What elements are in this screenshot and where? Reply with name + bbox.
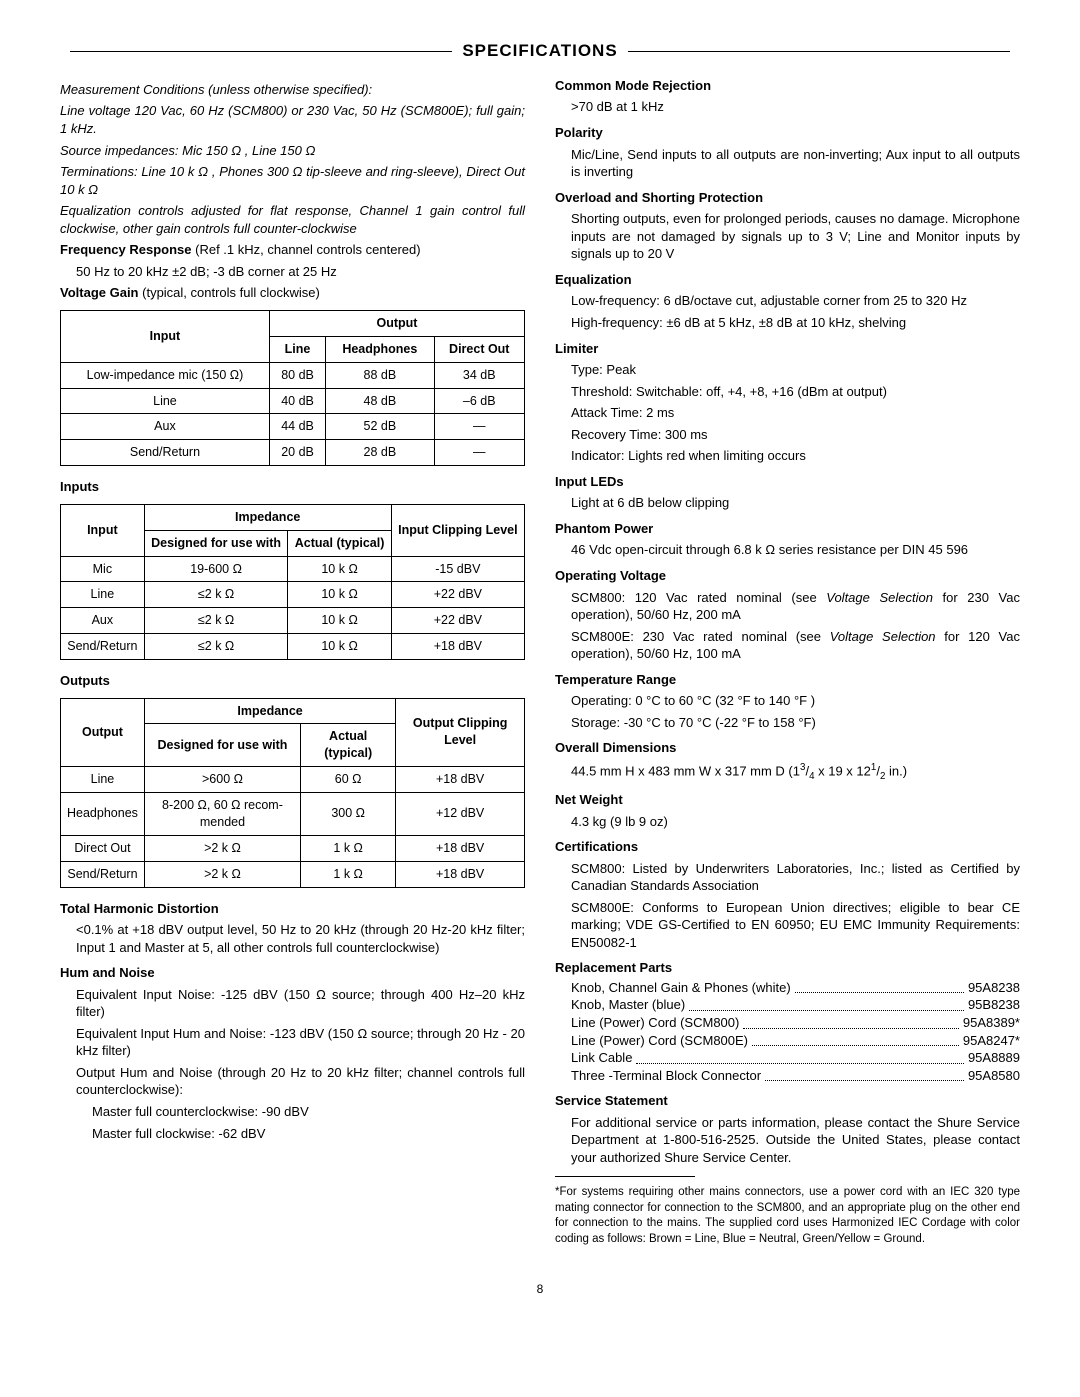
line-voltage: Line voltage 120 Vac, 60 Hz (SCM800) or …: [60, 102, 525, 137]
hum-4: Master full counterclockwise: -90 dBV: [92, 1103, 525, 1121]
parts-label: Replacement Parts: [555, 959, 1020, 977]
freq-resp: Frequency Response (Ref .1 kHz, channel …: [60, 241, 525, 259]
service-label: Service Statement: [555, 1092, 1020, 1110]
page-number: 8: [60, 1281, 1020, 1297]
hum-3: Output Hum and Noise (through 20 Hz to 2…: [76, 1064, 525, 1099]
eq-1: Low-frequency: 6 dB/octave cut, adjustab…: [571, 292, 1020, 310]
overload-val: Shorting outputs, even for prolonged per…: [571, 210, 1020, 263]
col-impedance: Impedance: [144, 504, 391, 530]
polarity-label: Polarity: [555, 124, 1020, 142]
source-imp: Source impedances: Mic 150 Ω , Line 150 …: [60, 142, 525, 160]
voltage-gain-table: Input Output Line Head­phones Direct Out…: [60, 310, 525, 466]
overload-label: Overload and Shorting Protection: [555, 189, 1020, 207]
weight-val: 4.3 kg (9 lb 9 oz): [571, 813, 1020, 831]
volt-gain: Voltage Gain (typical, controls full clo…: [60, 284, 525, 302]
table-row: Line>600 Ω60 Ω+18 dBV: [61, 767, 525, 793]
hum-5: Master full clockwise: -62 dBV: [92, 1125, 525, 1143]
opv-label: Operating Voltage: [555, 567, 1020, 585]
thd-val: <0.1% at +18 dBV output level, 50 Hz to …: [76, 921, 525, 956]
inputs-label: Inputs: [60, 478, 525, 496]
cert-1: SCM800: Listed by Underwriters Laborator…: [571, 860, 1020, 895]
phantom-val: 46 Vdc open-circuit through 6.8 k Ω seri…: [571, 541, 1020, 559]
limiter-3: Attack Time: 2 ms: [571, 404, 1020, 422]
limiter-1: Type: Peak: [571, 361, 1020, 379]
meas-cond: Measurement Conditions (unless otherwise…: [60, 81, 525, 99]
table-row: Low-impedance mic (150 Ω)80 dB88 dB34 dB: [61, 362, 525, 388]
eq-2: High-frequency: ±6 dB at 5 kHz, ±8 dB at…: [571, 314, 1020, 332]
col-output: Output: [61, 698, 145, 767]
table-row: Headphones8-200 Ω, 60 Ω recom­mended300 …: [61, 793, 525, 836]
col-input: Input: [61, 310, 270, 362]
table-row: Send/Return≤2 k Ω10 k Ω+18 dBV: [61, 634, 525, 660]
col-clipping: Input Clipping Level: [391, 504, 524, 556]
left-column: Measurement Conditions (unless otherwise…: [60, 77, 525, 1251]
polarity-val: Mic/Line, Send inputs to all outputs are…: [571, 146, 1020, 181]
col-output: Output: [269, 310, 524, 336]
parts-row: Link Cable95A8889: [571, 1049, 1020, 1067]
table-row: Line≤2 k Ω10 k Ω+22 dBV: [61, 582, 525, 608]
eq-label: Equalization: [555, 271, 1020, 289]
opv-2: SCM800E: 230 Vac rated nominal (see Volt…: [571, 628, 1020, 663]
inputs-table: Input Impedance Input Clipping Level Des…: [60, 504, 525, 660]
col-actual: Actual (typical): [288, 530, 391, 556]
table-row: Line40 dB48 dB–6 dB: [61, 388, 525, 414]
parts-list: Knob, Channel Gain & Phones (white)95A82…: [571, 979, 1020, 1084]
parts-row: Line (Power) Cord (SCM800E)95A8247*: [571, 1032, 1020, 1050]
col-designed: Designed for use with: [144, 724, 300, 767]
outputs-label: Outputs: [60, 672, 525, 690]
limiter-4: Recovery Time: 300 ms: [571, 426, 1020, 444]
hum-1: Equivalent Input Noise: -125 dBV (150 Ω …: [76, 986, 525, 1021]
table-row: Aux≤2 k Ω10 k Ω+22 dBV: [61, 608, 525, 634]
dim-val: 44.5 mm H x 483 mm W x 317 mm D (13/4 x …: [571, 761, 1020, 783]
col-input: Input: [61, 504, 145, 556]
col-line: Line: [269, 336, 325, 362]
leds-val: Light at 6 dB below clipping: [571, 494, 1020, 512]
parts-row: Line (Power) Cord (SCM800)95A8389*: [571, 1014, 1020, 1032]
page-title: SPECIFICATIONS: [60, 40, 1020, 63]
table-row: Aux44 dB52 dB—: [61, 414, 525, 440]
col-impedance: Impedance: [144, 698, 395, 724]
col-clipping: Output Clipping Level: [396, 698, 525, 767]
temp-1: Operating: 0 °C to 60 °C (32 °F to 140 °…: [571, 692, 1020, 710]
cert-label: Certifications: [555, 838, 1020, 856]
col-directout: Direct Out: [434, 336, 524, 362]
hum-label: Hum and Noise: [60, 964, 525, 982]
parts-row: Knob, Channel Gain & Phones (white)95A82…: [571, 979, 1020, 997]
cmr-val: >70 dB at 1 kHz: [571, 98, 1020, 116]
limiter-2: Threshold: Switchable: off, +4, +8, +16 …: [571, 383, 1020, 401]
limiter-5: Indicator: Lights red when limiting occu…: [571, 447, 1020, 465]
freq-resp-val: 50 Hz to 20 kHz ±2 dB; -3 dB corner at 2…: [76, 263, 525, 281]
outputs-table: Output Impedance Output Clipping Level D…: [60, 698, 525, 888]
col-headphones: Head­phones: [326, 336, 434, 362]
eq-controls: Equalization controls adjusted for flat …: [60, 202, 525, 237]
table-row: Mic19-600 Ω10 k Ω-15 dBV: [61, 556, 525, 582]
phantom-label: Phantom Power: [555, 520, 1020, 538]
table-row: Send/Return20 dB28 dB—: [61, 440, 525, 466]
right-column: Common Mode Rejection >70 dB at 1 kHz Po…: [555, 77, 1020, 1251]
terminations: Terminations: Line 10 k Ω , Phones 300 Ω…: [60, 163, 525, 198]
footnote-rule: [555, 1176, 695, 1177]
temp-2: Storage: -30 °C to 70 °C (-22 °F to 158 …: [571, 714, 1020, 732]
thd-label: Total Harmonic Distortion: [60, 900, 525, 918]
temp-label: Temperature Range: [555, 671, 1020, 689]
table-row: Direct Out>2 k Ω1 k Ω+18 dBV: [61, 835, 525, 861]
hum-2: Equivalent Input Hum and Noise: -123 dBV…: [76, 1025, 525, 1060]
columns: Measurement Conditions (unless otherwise…: [60, 77, 1020, 1251]
parts-row: Knob, Master (blue)95B8238: [571, 996, 1020, 1014]
col-actual: Actual (typical): [301, 724, 396, 767]
cert-2: SCM800E: Conforms to European Union dire…: [571, 899, 1020, 952]
col-designed: Designed for use with: [144, 530, 288, 556]
table-row: Send/Return>2 k Ω1 k Ω+18 dBV: [61, 861, 525, 887]
parts-row: Three -Terminal Block Connector95A8580: [571, 1067, 1020, 1085]
service-val: For additional service or parts informat…: [571, 1114, 1020, 1167]
leds-label: Input LEDs: [555, 473, 1020, 491]
opv-1: SCM800: 120 Vac rated nominal (see Volta…: [571, 589, 1020, 624]
dim-label: Overall Dimensions: [555, 739, 1020, 757]
footnote: *For systems requiring other mains conne…: [555, 1185, 1020, 1247]
cmr-label: Common Mode Rejection: [555, 77, 1020, 95]
limiter-label: Limiter: [555, 340, 1020, 358]
weight-label: Net Weight: [555, 791, 1020, 809]
